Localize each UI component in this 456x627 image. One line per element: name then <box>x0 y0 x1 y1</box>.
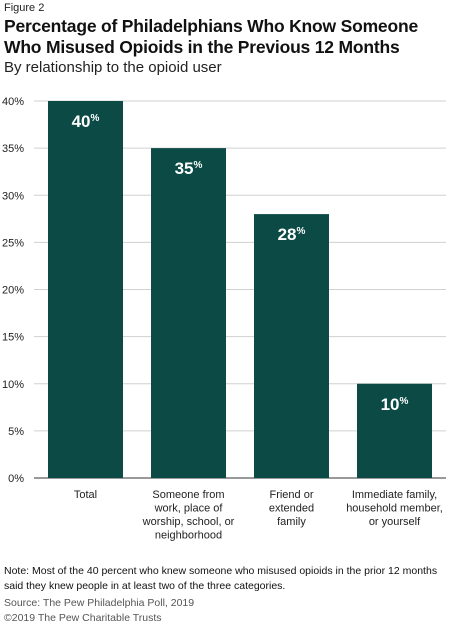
data-label: 28% <box>278 225 306 244</box>
x-category-label: neighborhood <box>155 530 222 542</box>
x-category-label: Friend or <box>269 489 313 501</box>
data-label: 35% <box>175 159 203 178</box>
y-tick-label: 30% <box>2 190 24 202</box>
bar <box>48 101 123 478</box>
y-tick-label: 25% <box>2 237 24 249</box>
y-tick-label: 5% <box>8 426 24 438</box>
x-category-label: Immediate family, <box>352 489 437 501</box>
data-label: 40% <box>72 112 100 131</box>
copyright: ©2019 The Pew Charitable Trusts <box>4 612 162 624</box>
y-tick-label: 10% <box>2 379 24 391</box>
x-category-label: household member, <box>346 503 443 515</box>
x-category-label: family <box>277 516 306 528</box>
y-tick-label: 40% <box>2 96 24 108</box>
chart-source: Source: The Pew Philadelphia Poll, 2019 <box>4 597 195 609</box>
bar <box>151 148 226 478</box>
x-category-label: work, place of <box>154 503 224 515</box>
data-label: 10% <box>381 395 409 414</box>
y-tick-label: 15% <box>2 332 24 344</box>
x-category-label: Someone from <box>152 489 224 501</box>
y-tick-label: 0% <box>8 473 24 485</box>
y-tick-label: 35% <box>2 143 24 155</box>
x-category-label: extended <box>269 503 314 515</box>
x-category-label: or yourself <box>369 516 421 528</box>
figure-label: Figure 2 <box>4 2 45 14</box>
x-category-label: Total <box>74 489 97 501</box>
chart-subtitle: By relationship to the opioid user <box>4 59 222 76</box>
y-tick-label: 20% <box>2 285 24 297</box>
bar <box>357 383 432 478</box>
bar <box>254 214 329 478</box>
bar-chart: 0% 5% 10% 15% 20% 25% 30% 35% 40% 40% Total 35% Some… <box>2 96 446 542</box>
x-category-label: worship, school, or <box>142 516 235 528</box>
chart-note: Note: Most of the 40 percent who knew so… <box>4 565 438 592</box>
chart-title: Percentage of Philadelphians Who Know So… <box>4 16 418 57</box>
